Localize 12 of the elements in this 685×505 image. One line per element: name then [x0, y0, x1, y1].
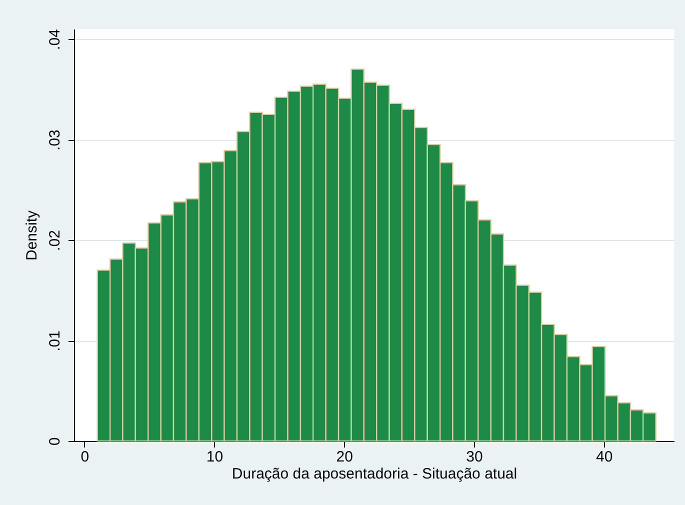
x-tick-label: 0 — [80, 448, 90, 466]
y-tick-label: .04 — [46, 29, 64, 50]
x-tick-label: 10 — [206, 448, 224, 466]
x-tick-label: 20 — [336, 448, 353, 466]
x-tick-label: 30 — [466, 448, 483, 466]
y-tick-label: .01 — [46, 330, 64, 352]
x-tick-label: 40 — [596, 448, 613, 466]
y-tick-label: .02 — [46, 230, 64, 251]
y-axis-title: Density — [24, 210, 40, 261]
x-axis-title: Duração da aposentadoria - Situação atual — [232, 466, 518, 482]
y-tick-label: .03 — [46, 130, 64, 150]
y-tick-label: 0 — [46, 437, 64, 446]
